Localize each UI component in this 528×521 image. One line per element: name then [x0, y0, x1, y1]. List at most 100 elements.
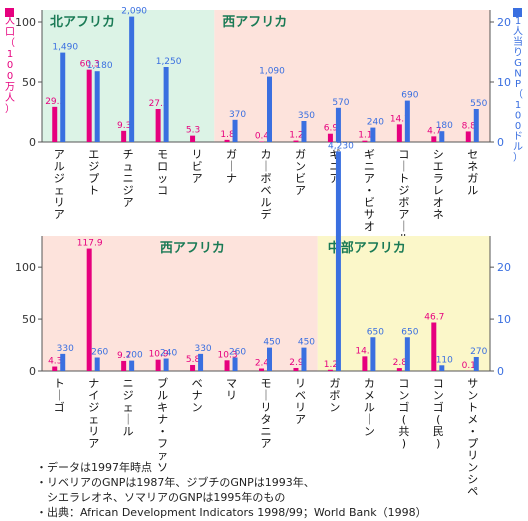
- gnp-value-label: 200: [126, 351, 143, 361]
- population-bar: [155, 359, 161, 371]
- category-label: コンゴ(共): [398, 377, 409, 450]
- category-label: ナイジェリア: [88, 377, 99, 450]
- region-label: 中部アフリカ: [328, 240, 406, 256]
- region-label: 北アフリカ: [50, 15, 115, 30]
- category-label: サントメ・プリンシペ: [467, 377, 478, 498]
- population-value-label: 0.1: [462, 361, 476, 371]
- population-bar: [465, 131, 471, 142]
- footnote-1: ・データは1997年時点: [36, 461, 152, 474]
- gnp-value-label: 350: [298, 111, 315, 121]
- category-label: リビア: [192, 148, 203, 185]
- category-label: モロッコ: [157, 148, 168, 197]
- population-value-label: 2.9: [289, 358, 304, 368]
- category-label: リベリア: [295, 377, 306, 426]
- category-label: ギニア・ビサオ: [364, 148, 375, 233]
- population-bar: [121, 130, 127, 142]
- left-tick-label: 100: [15, 261, 36, 274]
- population-bar: [293, 140, 299, 142]
- gnp-bar: [404, 100, 410, 142]
- gnp-bar: [301, 121, 307, 142]
- population-bar: [190, 135, 196, 142]
- category-label: ベナン: [192, 377, 203, 414]
- category-label: マリ: [226, 377, 237, 402]
- population-value-label: 27.5: [149, 99, 169, 109]
- category-label: ブルキナ・ファソ: [157, 376, 168, 474]
- population-bar: [86, 69, 92, 142]
- gnp-bar: [404, 337, 410, 371]
- population-value-label: 2.4: [255, 359, 270, 369]
- left-axis-title: 人口（ 1 0 0 万人）: [5, 15, 15, 115]
- population-value-label: 60.3: [80, 60, 100, 70]
- population-bar: [52, 106, 58, 142]
- gnp-value-label: 260: [91, 348, 108, 358]
- right-tick-label: 20: [497, 16, 511, 29]
- population-bar: [396, 368, 402, 371]
- population-bar: [224, 360, 230, 371]
- gnp-bar: [335, 107, 341, 142]
- population-value-label: 1.2: [289, 131, 303, 141]
- category-label: コ｜トジボア｜ル: [398, 148, 409, 245]
- population-value-label: 2.8: [393, 358, 408, 368]
- population-value-label: 10.3: [218, 350, 238, 360]
- population-bar: [155, 109, 161, 142]
- gnp-value-label: 2,090: [121, 7, 147, 17]
- population-bar: [224, 139, 230, 142]
- population-value-label: 0.4: [255, 132, 270, 142]
- footnote-4: ・出典：African Development Indicators 1998/…: [36, 506, 427, 519]
- footnotes: ・データは1997年時点 ・リベリアのGNPは1987年、ジブチのGNPは199…: [36, 460, 516, 520]
- population-value-label: 1.2: [324, 360, 338, 370]
- population-value-label: 1.1: [358, 131, 372, 141]
- population-bar: [190, 364, 196, 371]
- population-bar: [396, 124, 402, 142]
- right-axis-title: 1 人当り G N P （1 0 0 ドル）: [513, 16, 523, 164]
- region-background: [42, 10, 215, 142]
- population-value-label: 8.8: [462, 121, 477, 131]
- category-label: エジプト: [88, 148, 99, 197]
- category-label: セネガル: [467, 148, 478, 197]
- gnp-bar: [439, 365, 445, 371]
- gnp-bar: [94, 71, 100, 142]
- gnp-bar: [163, 67, 169, 142]
- gnp-bar: [370, 337, 376, 371]
- gnp-value-label: 370: [229, 110, 246, 120]
- gnp-value-label: 450: [298, 338, 315, 348]
- population-bar: [52, 366, 58, 371]
- region-label: 西アフリカ: [160, 241, 225, 256]
- footnote-3: シエラレオネ、ソマリアのGNPは1995年のもの: [36, 491, 286, 504]
- gnp-bar: [198, 353, 204, 371]
- gnp-value-label: 450: [263, 338, 280, 348]
- category-label: アルジェリア: [54, 148, 65, 221]
- category-label: ニジェ｜ル: [123, 377, 134, 438]
- gnp-value-label: 1,490: [52, 43, 78, 53]
- gnp-bar: [60, 353, 66, 371]
- category-label: ガボン: [329, 377, 340, 414]
- footnote-2: ・リベリアのGNPは1987年、ジブチのGNPは1993年、: [36, 476, 315, 489]
- gnp-value-label: 330: [57, 344, 74, 354]
- population-value-label: 46.7: [424, 313, 444, 323]
- category-label: ガ｜ナ: [226, 148, 237, 185]
- gnp-bar: [267, 347, 272, 371]
- gnp-bar: [60, 52, 66, 142]
- population-bar: [327, 369, 333, 371]
- left-tick-label: 0: [29, 365, 36, 378]
- right-tick-label: 20: [497, 261, 511, 274]
- gnp-bar: [232, 119, 238, 142]
- population-value-label: 6.9: [324, 124, 339, 134]
- gnp-value-label: 650: [367, 327, 384, 337]
- region-background: [42, 236, 318, 371]
- gnp-bar: [163, 358, 169, 371]
- gnp-value-label: 240: [160, 349, 177, 359]
- population-bar: [293, 367, 299, 371]
- population-bar: [431, 136, 437, 142]
- gnp-bar: [370, 127, 376, 142]
- left-tick-label: 50: [22, 76, 36, 89]
- category-label: ト｜ゴ: [54, 377, 65, 414]
- population-value-label: 5.8: [186, 355, 201, 365]
- population-value-label: 5.3: [186, 126, 200, 136]
- population-bar: [431, 322, 437, 371]
- population-value-label: 10.9: [149, 350, 169, 360]
- category-label: ガンビア: [295, 148, 306, 197]
- category-label: チュニジア: [123, 148, 134, 209]
- gnp-bar: [473, 356, 479, 371]
